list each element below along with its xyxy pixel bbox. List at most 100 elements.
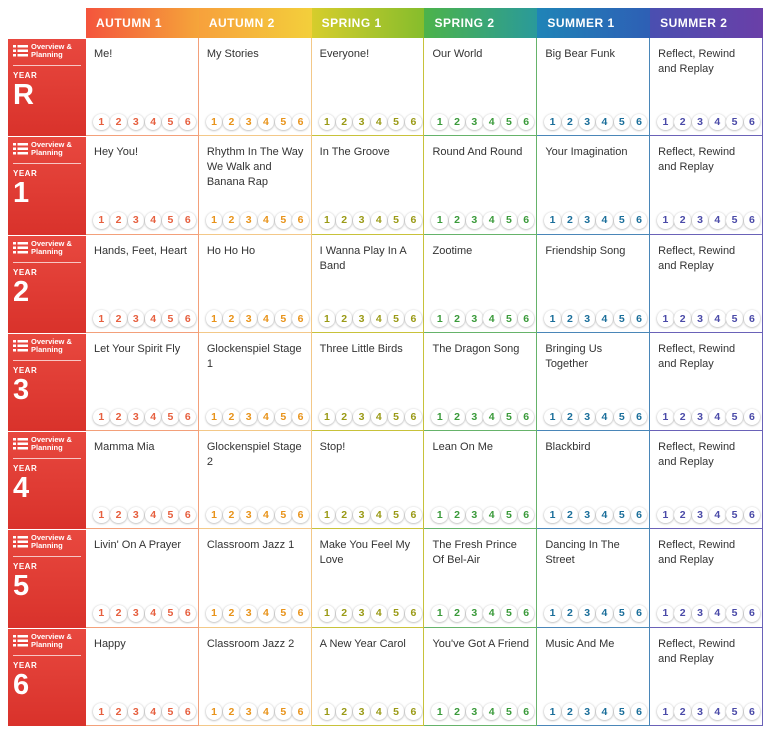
step-4-button[interactable]: 4 bbox=[483, 113, 500, 131]
step-3-button[interactable]: 3 bbox=[578, 113, 596, 131]
step-2-button[interactable]: 2 bbox=[110, 506, 127, 524]
unit-title[interactable]: The Dragon Song bbox=[432, 342, 520, 355]
unit-cell[interactable]: Reflect, Rewind and Replay 1 2 3 4 5 6 bbox=[650, 627, 763, 726]
step-6-button[interactable]: 6 bbox=[179, 310, 196, 327]
step-1-button[interactable]: 1 bbox=[657, 605, 674, 622]
step-4-button[interactable]: 4 bbox=[257, 310, 275, 327]
step-1-button[interactable]: 1 bbox=[205, 408, 223, 426]
unit-title[interactable]: Three Little Birds bbox=[319, 342, 403, 355]
step-5-button[interactable]: 5 bbox=[726, 703, 743, 720]
step-3-button[interactable]: 3 bbox=[240, 212, 257, 229]
unit-cell[interactable]: Zootime 1 2 3 4 5 6 bbox=[424, 234, 538, 333]
step-2-button[interactable]: 2 bbox=[335, 408, 353, 426]
step-2-button[interactable]: 2 bbox=[674, 212, 691, 229]
step-3-button[interactable]: 3 bbox=[127, 113, 145, 131]
step-3-button[interactable]: 3 bbox=[578, 212, 596, 229]
unit-cell[interactable]: Livin' On A Prayer 1 2 3 4 5 6 bbox=[86, 529, 199, 628]
step-6-button[interactable]: 6 bbox=[292, 113, 309, 131]
step-5-button[interactable]: 5 bbox=[387, 605, 405, 622]
unit-title[interactable]: Big Bear Funk bbox=[545, 48, 616, 60]
step-6-button[interactable]: 6 bbox=[517, 113, 535, 131]
step-6-button[interactable]: 6 bbox=[405, 113, 422, 131]
step-6-button[interactable]: 6 bbox=[630, 703, 648, 720]
unit-cell[interactable]: The Dragon Song 1 2 3 4 5 6 bbox=[424, 332, 538, 432]
step-1-button[interactable]: 1 bbox=[431, 310, 448, 327]
step-1-button[interactable]: 1 bbox=[544, 703, 561, 720]
step-1-button[interactable]: 1 bbox=[431, 703, 448, 720]
step-6-button[interactable]: 6 bbox=[517, 605, 535, 622]
step-6-button[interactable]: 6 bbox=[179, 703, 196, 720]
step-1-button[interactable]: 1 bbox=[93, 605, 110, 622]
unit-cell[interactable]: Let Your Spirit Fly 1 2 3 4 5 6 bbox=[86, 332, 199, 432]
step-1-button[interactable]: 1 bbox=[544, 212, 561, 229]
unit-cell[interactable]: Reflect, Rewind and Replay 1 2 3 4 5 6 bbox=[650, 136, 763, 235]
step-3-button[interactable]: 3 bbox=[127, 703, 145, 720]
step-3-button[interactable]: 3 bbox=[466, 212, 483, 229]
step-5-button[interactable]: 5 bbox=[613, 113, 630, 131]
unit-title[interactable]: A New Year Carol bbox=[319, 637, 406, 650]
step-1-button[interactable]: 1 bbox=[93, 408, 110, 426]
unit-cell[interactable]: Blackbird 1 2 3 4 5 6 bbox=[537, 431, 651, 530]
step-5-button[interactable]: 5 bbox=[613, 605, 630, 622]
step-5-button[interactable]: 5 bbox=[500, 310, 518, 327]
step-6-button[interactable]: 6 bbox=[517, 212, 535, 229]
unit-title[interactable]: I Wanna Play In A Band bbox=[319, 244, 407, 272]
step-5-button[interactable]: 5 bbox=[726, 310, 743, 327]
step-5-button[interactable]: 5 bbox=[275, 212, 292, 229]
unit-cell[interactable]: Round And Round 1 2 3 4 5 6 bbox=[424, 136, 538, 235]
step-4-button[interactable]: 4 bbox=[257, 113, 275, 131]
step-3-button[interactable]: 3 bbox=[466, 703, 483, 720]
step-4-button[interactable]: 4 bbox=[709, 703, 726, 720]
step-4-button[interactable]: 4 bbox=[709, 605, 726, 622]
unit-title[interactable]: Reflect, Rewind and Replay bbox=[658, 539, 736, 567]
step-3-button[interactable]: 3 bbox=[466, 408, 483, 426]
step-4-button[interactable]: 4 bbox=[370, 605, 388, 622]
step-4-button[interactable]: 4 bbox=[370, 408, 388, 426]
step-6-button[interactable]: 6 bbox=[630, 506, 648, 524]
step-5-button[interactable]: 5 bbox=[275, 310, 292, 327]
step-2-button[interactable]: 2 bbox=[561, 212, 579, 229]
step-2-button[interactable]: 2 bbox=[223, 506, 240, 524]
step-2-button[interactable]: 2 bbox=[674, 310, 691, 327]
step-3-button[interactable]: 3 bbox=[691, 605, 709, 622]
unit-title[interactable]: Bringing Us Together bbox=[545, 342, 603, 370]
step-4-button[interactable]: 4 bbox=[596, 113, 613, 131]
unit-cell[interactable]: Big Bear Funk 1 2 3 4 5 6 bbox=[537, 38, 651, 137]
unit-title[interactable]: Everyone! bbox=[319, 48, 370, 60]
step-6-button[interactable]: 6 bbox=[517, 506, 535, 524]
step-1-button[interactable]: 1 bbox=[318, 408, 336, 426]
step-3-button[interactable]: 3 bbox=[353, 113, 370, 131]
step-1-button[interactable]: 1 bbox=[544, 113, 561, 131]
overview-planning-link[interactable]: Overview & Planning bbox=[13, 43, 81, 62]
unit-title[interactable]: Glockenspiel Stage 2 bbox=[206, 441, 302, 469]
unit-cell[interactable]: Reflect, Rewind and Replay 1 2 3 4 5 6 bbox=[650, 332, 763, 432]
unit-cell[interactable]: Happy 1 2 3 4 5 6 bbox=[86, 627, 199, 726]
step-1-button[interactable]: 1 bbox=[657, 703, 674, 720]
step-1-button[interactable]: 1 bbox=[431, 605, 448, 622]
step-4-button[interactable]: 4 bbox=[144, 113, 162, 131]
unit-title[interactable]: Happy bbox=[94, 637, 126, 650]
step-1-button[interactable]: 1 bbox=[205, 310, 223, 327]
step-3-button[interactable]: 3 bbox=[691, 408, 709, 426]
unit-cell[interactable]: Me! 1 2 3 4 5 6 bbox=[86, 38, 199, 137]
unit-cell[interactable]: Dancing In The Street 1 2 3 4 5 6 bbox=[537, 529, 651, 628]
step-2-button[interactable]: 2 bbox=[561, 605, 579, 622]
step-6-button[interactable]: 6 bbox=[630, 212, 648, 229]
step-2-button[interactable]: 2 bbox=[448, 605, 466, 622]
overview-planning-link[interactable]: Overview & Planning bbox=[13, 436, 81, 455]
step-5-button[interactable]: 5 bbox=[500, 605, 518, 622]
step-2-button[interactable]: 2 bbox=[223, 605, 240, 622]
unit-title[interactable]: Reflect, Rewind and Replay bbox=[658, 441, 736, 469]
step-5-button[interactable]: 5 bbox=[275, 408, 292, 426]
unit-cell[interactable]: Rhythm In The Way We Walk and Banana Rap… bbox=[198, 136, 312, 235]
step-3-button[interactable]: 3 bbox=[578, 605, 596, 622]
step-4-button[interactable]: 4 bbox=[483, 310, 500, 327]
step-1-button[interactable]: 1 bbox=[318, 310, 336, 327]
step-3-button[interactable]: 3 bbox=[466, 113, 483, 131]
step-1-button[interactable]: 1 bbox=[93, 506, 110, 524]
step-4-button[interactable]: 4 bbox=[596, 212, 613, 229]
step-6-button[interactable]: 6 bbox=[743, 310, 761, 327]
unit-cell[interactable]: Ho Ho Ho 1 2 3 4 5 6 bbox=[198, 234, 312, 333]
unit-cell[interactable]: Mamma Mia 1 2 3 4 5 6 bbox=[86, 431, 199, 530]
unit-title[interactable]: The Fresh Prince Of Bel-Air bbox=[432, 539, 517, 567]
